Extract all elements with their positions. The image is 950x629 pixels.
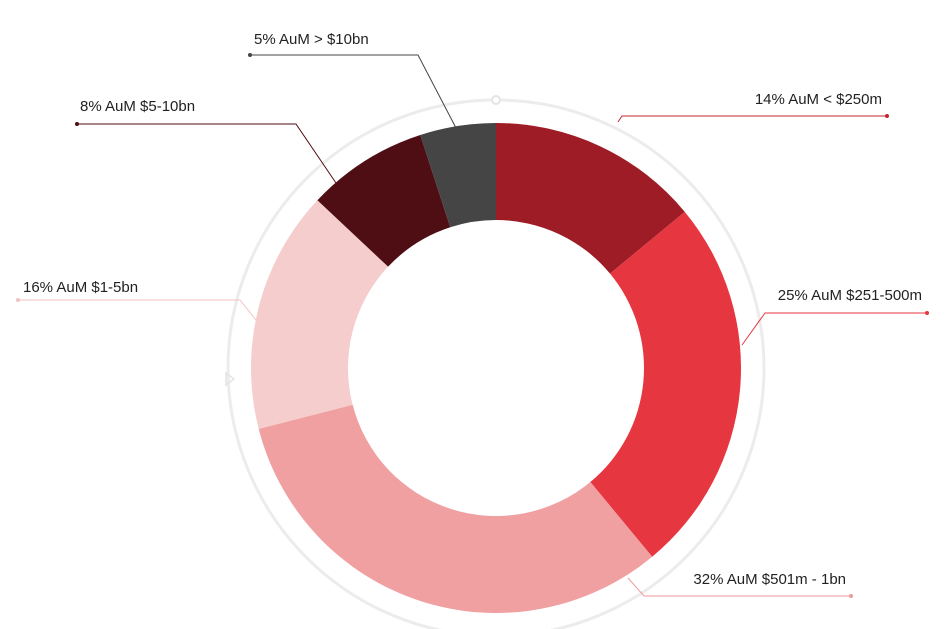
chart-decor: [225, 95, 766, 629]
slice-label-3: 16% AuM $1-5bn: [23, 279, 138, 296]
slice-2: [258, 404, 653, 613]
leader-dot-4: [75, 122, 79, 126]
ring-marker-top: [491, 95, 501, 105]
slice-label-4: 8% AuM $5-10bn: [80, 98, 195, 115]
slices-group: [250, 123, 741, 613]
leader-dot-5: [248, 53, 252, 57]
leader-dot-0: [885, 114, 889, 118]
leader-line-2: [627, 577, 851, 597]
leader-line-3: [18, 299, 257, 321]
slice-3: [250, 200, 389, 429]
slice-label-2: 32% AuM $501m - 1bn: [693, 571, 846, 588]
leader-lines-group: [16, 53, 929, 598]
leader-dot-1: [925, 311, 929, 315]
slice-label-0: 14% AuM < $250m: [755, 91, 882, 108]
ring-marker-left: [225, 371, 236, 387]
leader-line-5: [250, 54, 457, 129]
leader-line-4: [77, 123, 337, 184]
slice-label-1: 25% AuM $251-500m: [778, 287, 922, 304]
leader-dot-2: [849, 594, 853, 598]
leader-line-1: [741, 312, 927, 346]
leader-line-0: [617, 115, 887, 123]
slice-label-5: 5% AuM > $10bn: [254, 31, 369, 48]
slice-5: [420, 123, 496, 228]
slice-1: [590, 211, 741, 557]
labels-group: 14% AuM < $250m 25% AuM $251-500m 32% AuM …: [23, 31, 922, 588]
slice-4: [317, 134, 451, 267]
slice-0: [496, 123, 685, 274]
leader-dot-3: [16, 298, 20, 302]
